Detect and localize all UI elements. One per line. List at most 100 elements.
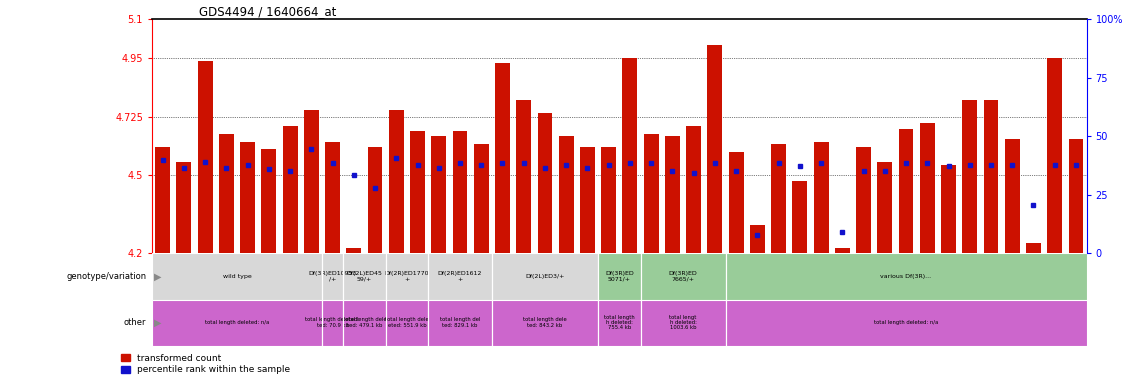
Bar bbox=[814, 142, 829, 253]
Bar bbox=[343, 300, 385, 346]
Bar bbox=[304, 110, 319, 253]
Bar bbox=[771, 144, 786, 253]
Bar bbox=[492, 253, 598, 300]
Bar bbox=[537, 113, 553, 253]
Bar bbox=[623, 58, 637, 253]
Text: Df(3R)ED
5071/+: Df(3R)ED 5071/+ bbox=[605, 271, 634, 282]
Bar bbox=[428, 253, 492, 300]
Bar bbox=[686, 126, 701, 253]
Text: total length del
ted: 829.1 kb: total length del ted: 829.1 kb bbox=[440, 317, 481, 328]
Bar bbox=[707, 45, 722, 253]
Text: total length deleted: n/a: total length deleted: n/a bbox=[874, 320, 938, 325]
Text: GSM848354: GSM848354 bbox=[1052, 256, 1057, 293]
Bar bbox=[152, 300, 322, 346]
Text: GSM848362: GSM848362 bbox=[584, 256, 590, 293]
Text: GSM848336: GSM848336 bbox=[734, 256, 739, 293]
Bar bbox=[453, 131, 467, 253]
Text: GSM848341: GSM848341 bbox=[861, 256, 866, 293]
Text: Df(2L)ED3/+: Df(2L)ED3/+ bbox=[525, 274, 564, 279]
Text: GSM848337: GSM848337 bbox=[776, 256, 781, 294]
Text: GSM848323: GSM848323 bbox=[245, 256, 250, 294]
Text: GSM848347: GSM848347 bbox=[967, 256, 972, 294]
Bar bbox=[388, 110, 404, 253]
Legend: transformed count, percentile rank within the sample: transformed count, percentile rank withi… bbox=[117, 350, 294, 378]
Bar bbox=[218, 134, 234, 253]
Bar bbox=[665, 136, 680, 253]
Text: total lengt
h deleted:
1003.6 kb: total lengt h deleted: 1003.6 kb bbox=[669, 314, 697, 331]
Text: GSM848321: GSM848321 bbox=[203, 256, 207, 293]
Text: GSM848339: GSM848339 bbox=[500, 256, 504, 294]
Text: GSM848330: GSM848330 bbox=[754, 256, 760, 293]
Text: Df(3R)ED
7665/+: Df(3R)ED 7665/+ bbox=[669, 271, 697, 282]
Text: total length dele
ted: 479.1 kb: total length dele ted: 479.1 kb bbox=[342, 317, 386, 328]
Bar bbox=[474, 144, 489, 253]
Text: GSM848328: GSM848328 bbox=[479, 256, 484, 293]
Bar bbox=[984, 100, 999, 253]
Text: GSM848351: GSM848351 bbox=[627, 256, 633, 293]
Text: GSM848353: GSM848353 bbox=[1073, 256, 1079, 293]
Text: GSM848352: GSM848352 bbox=[1010, 256, 1015, 293]
Text: various Df(3R)...: various Df(3R)... bbox=[881, 274, 931, 279]
Text: ▶: ▶ bbox=[154, 271, 162, 281]
Text: GSM848359: GSM848359 bbox=[330, 256, 336, 293]
Text: GSM848333: GSM848333 bbox=[691, 256, 696, 294]
Text: ▶: ▶ bbox=[154, 318, 162, 328]
Bar bbox=[347, 248, 361, 253]
Bar bbox=[580, 147, 595, 253]
Bar bbox=[1047, 58, 1062, 253]
Text: GSM848360: GSM848360 bbox=[457, 256, 463, 293]
Bar bbox=[899, 129, 913, 253]
Bar bbox=[1026, 243, 1040, 253]
Bar bbox=[428, 300, 492, 346]
Bar bbox=[725, 300, 1087, 346]
Bar bbox=[793, 180, 807, 253]
Text: GSM848327: GSM848327 bbox=[415, 256, 420, 294]
Text: GSM848335: GSM848335 bbox=[713, 256, 717, 293]
Text: Df(2L)ED45
59/+: Df(2L)ED45 59/+ bbox=[347, 271, 383, 282]
Bar bbox=[941, 165, 956, 253]
Text: GSM848344: GSM848344 bbox=[606, 256, 611, 294]
Bar bbox=[343, 253, 385, 300]
Text: GSM848343: GSM848343 bbox=[797, 256, 803, 294]
Text: GSM848334: GSM848334 bbox=[373, 256, 377, 294]
Bar bbox=[261, 149, 276, 253]
Bar bbox=[495, 63, 510, 253]
Bar bbox=[598, 300, 641, 346]
Bar bbox=[963, 100, 977, 253]
Text: GSM848345: GSM848345 bbox=[649, 256, 654, 293]
Bar bbox=[492, 300, 598, 346]
Text: GSM848350: GSM848350 bbox=[883, 256, 887, 293]
Text: GSM848338: GSM848338 bbox=[436, 256, 441, 293]
Bar bbox=[1004, 139, 1020, 253]
Text: GSM848358: GSM848358 bbox=[394, 256, 399, 293]
Bar bbox=[325, 142, 340, 253]
Bar bbox=[725, 253, 1087, 300]
Text: GSM848357: GSM848357 bbox=[670, 256, 674, 293]
Bar bbox=[729, 152, 743, 253]
Text: total length
h deleted:
755.4 kb: total length h deleted: 755.4 kb bbox=[604, 314, 635, 331]
Text: GSM848348: GSM848348 bbox=[946, 256, 951, 293]
Bar bbox=[322, 253, 343, 300]
Text: GSM848346: GSM848346 bbox=[903, 256, 909, 293]
Bar bbox=[240, 142, 254, 253]
Text: GSM848361: GSM848361 bbox=[521, 256, 526, 293]
Text: GSM848329: GSM848329 bbox=[543, 256, 547, 294]
Bar bbox=[517, 100, 531, 253]
Bar bbox=[641, 300, 725, 346]
Bar bbox=[920, 123, 935, 253]
Text: Df(3R)ED10953
/+: Df(3R)ED10953 /+ bbox=[309, 271, 357, 282]
Bar bbox=[834, 248, 850, 253]
Bar bbox=[856, 147, 872, 253]
Bar bbox=[641, 253, 725, 300]
Bar bbox=[152, 253, 322, 300]
Text: Df(2R)ED1612
+: Df(2R)ED1612 + bbox=[438, 271, 482, 282]
Bar bbox=[385, 300, 428, 346]
Bar bbox=[598, 253, 641, 300]
Bar bbox=[410, 131, 425, 253]
Bar bbox=[558, 136, 573, 253]
Text: GSM848320: GSM848320 bbox=[181, 256, 187, 293]
Bar bbox=[1069, 139, 1083, 253]
Text: wild type: wild type bbox=[223, 274, 251, 279]
Bar bbox=[322, 300, 343, 346]
Text: other: other bbox=[124, 318, 146, 327]
